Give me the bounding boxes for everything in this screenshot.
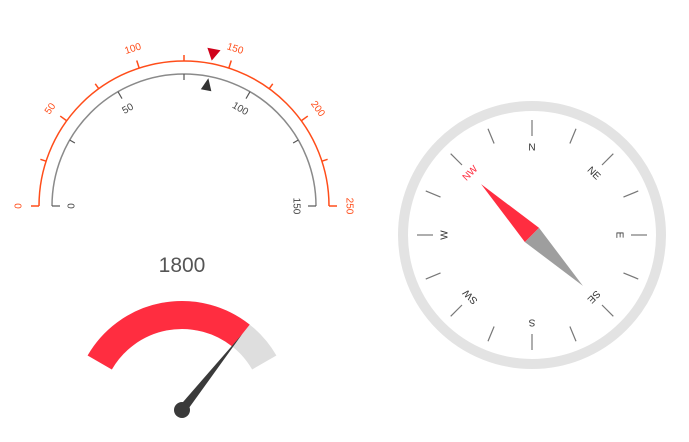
compass-tick bbox=[623, 272, 639, 280]
compass-tick bbox=[569, 326, 577, 342]
outer-scale-label: 0 bbox=[14, 203, 25, 209]
compass-tick bbox=[623, 190, 639, 198]
compass-needle-north bbox=[481, 184, 540, 243]
gauge-value-bar bbox=[87, 301, 250, 370]
inner-scale-tick bbox=[292, 139, 299, 144]
compass-tick bbox=[601, 304, 614, 317]
outer-scale-tick bbox=[94, 83, 100, 90]
compass-tick bbox=[425, 272, 441, 280]
inner-scale-label: 50 bbox=[121, 101, 137, 116]
outer-scale-label: 100 bbox=[123, 41, 143, 57]
outer-scale-arc bbox=[38, 60, 330, 207]
outer-scale-tick bbox=[321, 158, 328, 162]
outer-scale-label: 50 bbox=[43, 101, 59, 117]
outer-scale-tick bbox=[300, 115, 309, 122]
compass-label: W bbox=[440, 230, 451, 240]
compass-tick bbox=[425, 190, 441, 198]
compass-label: E bbox=[613, 232, 624, 239]
outer-scale-label: 200 bbox=[308, 99, 327, 119]
inner-scale-tick bbox=[245, 91, 251, 99]
outer-scale-tick bbox=[136, 60, 140, 69]
inner-scale-label: 0 bbox=[67, 203, 78, 209]
compass-tick bbox=[487, 326, 495, 342]
inner-scale-tick bbox=[69, 139, 76, 144]
inner-scale-marker bbox=[200, 78, 212, 92]
compass-tick bbox=[569, 128, 577, 144]
compass-tick bbox=[487, 128, 495, 144]
compass-tick bbox=[450, 304, 463, 317]
inner-scale-tick bbox=[117, 91, 123, 99]
compass-needle-south bbox=[524, 227, 583, 286]
dual-scale-gauge: 0 50 100 150 200 250 0 50 100 150 bbox=[14, 41, 355, 215]
inner-scale-label: 150 bbox=[290, 198, 301, 215]
outer-scale-marker bbox=[207, 47, 221, 61]
compass-label: S bbox=[528, 316, 535, 327]
inner-scale-label: 100 bbox=[230, 100, 250, 118]
compass-tick bbox=[450, 153, 463, 166]
gauge-value-text: 1800 bbox=[159, 254, 206, 277]
gauge-needle-pivot bbox=[174, 402, 190, 418]
outer-scale-tick bbox=[268, 83, 274, 90]
value-gauge: 1800 bbox=[87, 254, 277, 418]
compass-label: N bbox=[528, 143, 535, 154]
outer-scale-tick bbox=[59, 115, 68, 122]
compass-tick bbox=[601, 153, 614, 166]
outer-scale-tick bbox=[40, 158, 47, 162]
outer-scale-label: 150 bbox=[225, 41, 245, 57]
outer-scale-tick bbox=[228, 60, 232, 69]
outer-scale-label: 250 bbox=[343, 198, 354, 215]
gauge-needle bbox=[178, 333, 243, 413]
